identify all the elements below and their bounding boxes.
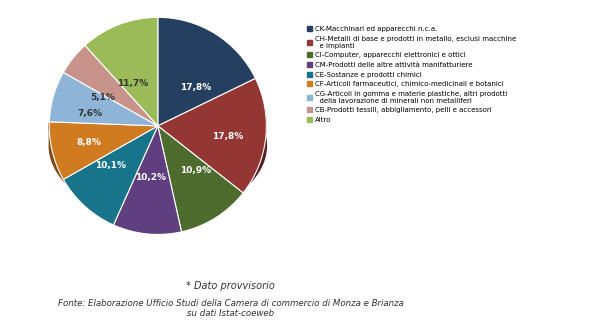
Polygon shape (181, 170, 243, 214)
Text: 10,9%: 10,9% (180, 166, 211, 175)
Text: Fonte: Elaborazione Ufficio Studi della Camera di commercio di Monza e Brianza
s: Fonte: Elaborazione Ufficio Studi della … (58, 299, 404, 318)
Wedge shape (158, 17, 256, 126)
Wedge shape (63, 45, 158, 126)
Wedge shape (114, 126, 181, 234)
Text: 7,6%: 7,6% (78, 109, 103, 118)
Polygon shape (243, 95, 266, 189)
Text: 17,8%: 17,8% (212, 132, 243, 141)
Text: * Dato provvisorio: * Dato provvisorio (186, 281, 275, 291)
Text: 17,8%: 17,8% (180, 82, 211, 91)
Wedge shape (49, 122, 158, 179)
Text: 8,8%: 8,8% (77, 138, 102, 147)
Wedge shape (63, 126, 158, 225)
Wedge shape (158, 78, 266, 193)
Wedge shape (158, 126, 243, 232)
Polygon shape (49, 123, 63, 180)
Legend: CK-Macchinari ed apparecchi n.c.a., CH-Metalli di base e prodotti in metallo, es: CK-Macchinari ed apparecchi n.c.a., CH-M… (307, 26, 516, 123)
Wedge shape (85, 17, 158, 126)
Text: 10,1%: 10,1% (95, 161, 126, 170)
Text: 10,2%: 10,2% (135, 173, 166, 182)
Wedge shape (49, 72, 158, 126)
Text: 5,1%: 5,1% (90, 93, 115, 102)
Text: 11,7%: 11,7% (117, 78, 148, 88)
Polygon shape (63, 161, 114, 210)
Polygon shape (114, 190, 181, 216)
